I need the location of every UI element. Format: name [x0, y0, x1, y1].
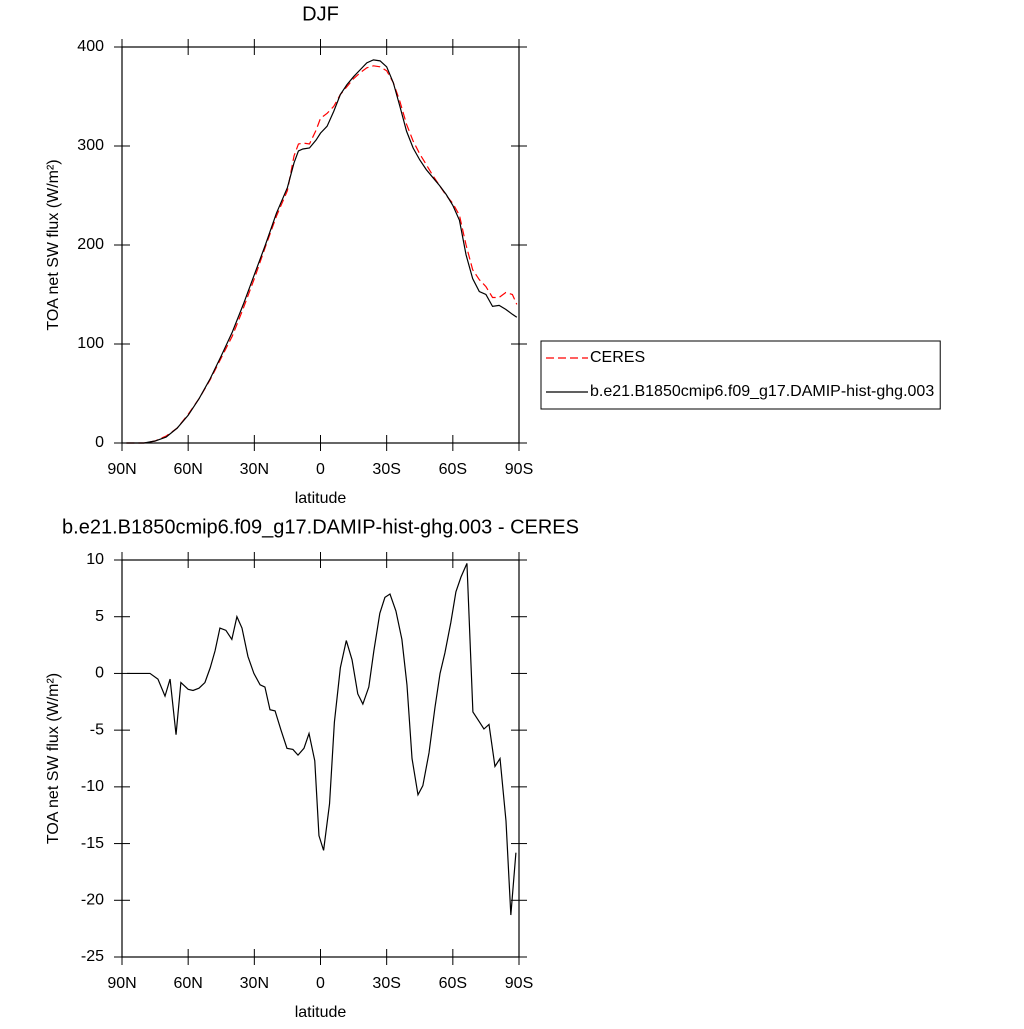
x-tick-label: 60S [439, 975, 467, 992]
y-tick-label: 5 [95, 608, 104, 625]
x-tick-label: 30S [372, 975, 400, 992]
x-tick-label: 0 [316, 975, 325, 992]
y-tick-label: 400 [77, 38, 104, 55]
chart-title: b.e21.B1850cmip6.f09_g17.DAMIP-hist-ghg.… [62, 516, 579, 538]
legend-box [540, 340, 941, 410]
x-tick-label: 90N [107, 461, 136, 478]
x-tick-label: 0 [316, 461, 325, 478]
chart-title: DJF [302, 3, 339, 25]
x-tick-label: 90N [107, 975, 136, 992]
legend-label: CERES [590, 349, 645, 366]
y-tick-label: 0 [95, 434, 104, 451]
y-tick-label: 100 [77, 335, 104, 352]
plot-frame [121, 46, 520, 444]
plot-frame [121, 559, 520, 958]
x-tick-label: 90S [505, 975, 533, 992]
x-tick-label: 30S [372, 461, 400, 478]
data-line [126, 59, 518, 444]
y-axis-label: TOA net SW flux (W/m²) [45, 159, 62, 330]
data-line [126, 65, 518, 444]
y-tick-label: 10 [86, 551, 104, 568]
legend-label: b.e21.B1850cmip6.f09_g17.DAMIP-hist-ghg.… [590, 383, 934, 400]
y-tick-label: 0 [95, 665, 104, 682]
data-line [127, 563, 517, 916]
y-tick-label: 200 [77, 236, 104, 253]
x-tick-label: 30N [240, 461, 269, 478]
x-axis-label: latitude [295, 1004, 347, 1021]
x-tick-label: 60S [439, 461, 467, 478]
x-tick-label: 90S [505, 461, 533, 478]
y-axis-label: TOA net SW flux (W/m²) [45, 673, 62, 844]
y-tick-label: 300 [77, 137, 104, 154]
y-tick-label: -5 [90, 721, 104, 738]
x-tick-label: 60N [173, 975, 202, 992]
x-tick-label: 60N [173, 461, 202, 478]
y-tick-label: -25 [81, 948, 104, 965]
y-tick-label: -10 [81, 778, 104, 795]
y-tick-label: -20 [81, 892, 104, 909]
x-axis-label: latitude [295, 490, 347, 507]
x-tick-label: 30N [240, 975, 269, 992]
y-tick-label: -15 [81, 835, 104, 852]
